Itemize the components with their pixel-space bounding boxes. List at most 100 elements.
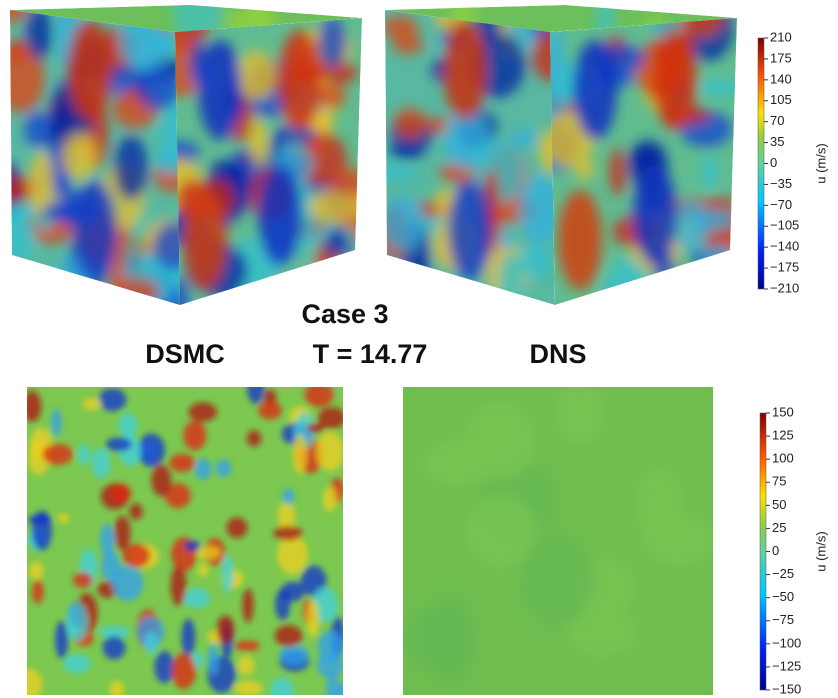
colorbar-tick-label: 25 <box>772 520 786 535</box>
field <box>15 371 350 698</box>
blob <box>77 444 90 465</box>
blob <box>92 448 111 479</box>
blob <box>364 164 417 181</box>
blob <box>118 413 137 438</box>
blob <box>275 625 303 647</box>
blob <box>24 111 51 147</box>
blob <box>663 291 687 308</box>
colorbar-label: u (m/s) <box>813 143 828 183</box>
colorbar: 1501251007550250−25−50−75−100−125−150u (… <box>760 404 828 696</box>
blob <box>518 244 550 280</box>
blob <box>293 435 307 474</box>
colorbar-tick-label: −35 <box>770 176 792 191</box>
blob <box>51 409 62 436</box>
colorbar-tick-label: −70 <box>770 197 792 212</box>
blob <box>29 562 44 580</box>
colorbar-tick-label: −25 <box>772 566 794 581</box>
blob <box>106 437 132 451</box>
lobe <box>558 190 602 290</box>
colorbar-tick-label: 210 <box>770 29 792 44</box>
blob <box>382 16 419 39</box>
blob <box>237 51 277 99</box>
blob <box>129 503 143 519</box>
blob <box>700 79 740 97</box>
colorbar-tick-label: −140 <box>770 239 799 254</box>
blob <box>698 246 744 281</box>
colorbar-tick-label: 150 <box>772 404 794 419</box>
colorbar-tick-label: 105 <box>770 92 792 107</box>
colorbar-tick-label: 70 <box>770 113 784 128</box>
lobe <box>443 20 487 120</box>
blob <box>114 136 148 201</box>
colorbar-tick-label: 125 <box>772 428 794 443</box>
blob <box>216 459 232 477</box>
blob <box>217 615 235 643</box>
blob <box>318 631 343 662</box>
blob <box>112 566 144 602</box>
lobe <box>573 40 617 140</box>
blob <box>66 603 88 642</box>
colorbar-tick-label: −175 <box>770 260 799 275</box>
blob <box>189 402 218 421</box>
blob <box>61 133 97 181</box>
blob <box>313 253 358 300</box>
blob <box>137 70 180 110</box>
blob <box>154 651 174 683</box>
field <box>0 0 196 332</box>
lobe <box>68 20 112 120</box>
lobe <box>73 180 117 280</box>
lobe <box>633 165 677 265</box>
blob <box>325 228 349 275</box>
blob <box>151 464 171 496</box>
blob <box>221 554 233 593</box>
blob <box>181 619 195 657</box>
colorbar-tick-label: 35 <box>770 134 784 149</box>
lobe <box>183 190 227 290</box>
blob <box>498 251 524 321</box>
blob <box>182 588 210 608</box>
blob <box>318 17 346 67</box>
blob <box>63 654 91 673</box>
colorbar-tick-label: −50 <box>772 589 794 604</box>
blob <box>512 128 536 148</box>
lobe <box>653 30 697 130</box>
blob <box>258 401 281 420</box>
blob <box>316 432 344 471</box>
blob <box>462 400 536 480</box>
blob <box>83 398 102 410</box>
blob <box>701 155 717 190</box>
lobe <box>278 30 322 130</box>
blob <box>604 260 653 330</box>
colorbar-tick-label: 50 <box>772 497 786 512</box>
blob <box>114 516 131 550</box>
colorbar-tick-label: 75 <box>772 474 786 489</box>
colorbar-tick-label: 175 <box>770 50 792 65</box>
blob <box>208 643 219 676</box>
colorbar-tick-label: 100 <box>772 451 794 466</box>
blob <box>250 118 268 166</box>
time-label: T = 14.77 <box>313 339 428 369</box>
blob <box>282 488 294 505</box>
blob <box>100 524 115 557</box>
colorbar-tick-label: 0 <box>772 543 779 558</box>
colorbar: 21017514010570350−35−70−105−140−175−210u… <box>758 29 828 295</box>
right-label: DNS <box>529 339 586 369</box>
figure-canvas: Case 3 DSMC T = 14.77 DNS 21017514010570… <box>0 0 838 698</box>
field <box>155 0 378 329</box>
blob <box>609 148 626 195</box>
case-label: Case 3 <box>301 299 388 329</box>
colorbar-tick-label: −210 <box>770 280 799 295</box>
left-label: DSMC <box>145 339 225 369</box>
blob <box>112 278 159 306</box>
blob <box>226 517 247 538</box>
blob <box>221 293 238 315</box>
blob <box>392 35 424 54</box>
blob <box>306 600 319 637</box>
blob <box>42 444 73 465</box>
blob <box>422 595 477 684</box>
blob <box>279 645 309 665</box>
blob <box>235 641 260 652</box>
blob <box>122 544 150 567</box>
blob <box>73 572 92 588</box>
colorbar-tick-label: −100 <box>772 635 801 650</box>
